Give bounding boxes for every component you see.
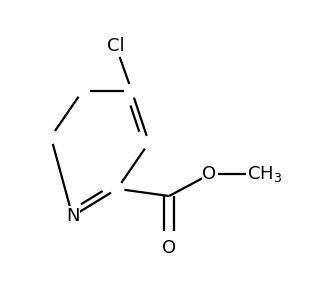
Text: O: O (162, 239, 176, 257)
Text: N: N (66, 207, 79, 225)
Text: Cl: Cl (107, 37, 125, 55)
Text: O: O (203, 166, 217, 183)
Text: CH$_3$: CH$_3$ (247, 164, 282, 184)
